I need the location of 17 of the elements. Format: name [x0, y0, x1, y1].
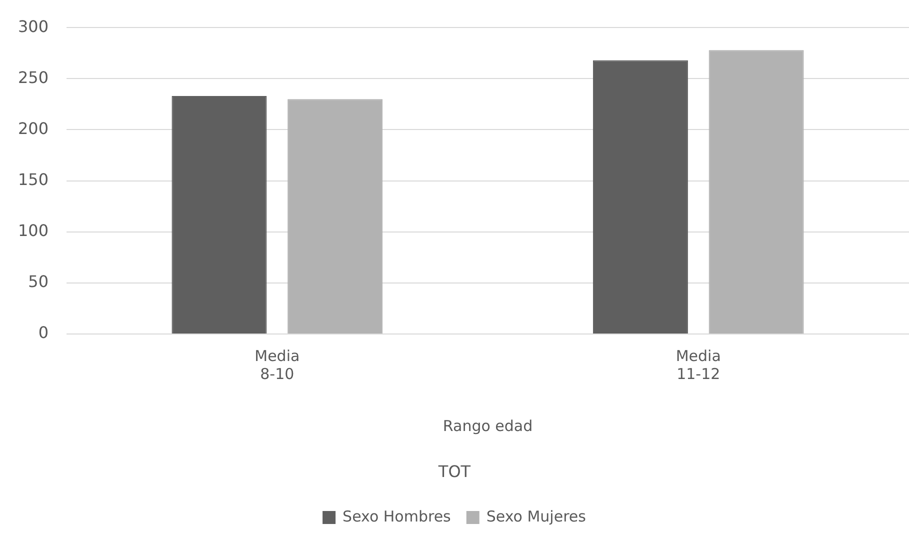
y-tick-label: 250 — [18, 68, 49, 87]
legend-label: Sexo Mujeres — [486, 507, 586, 526]
y-tick-label: 150 — [18, 170, 49, 189]
bar — [288, 99, 383, 334]
y-tick-label: 300 — [18, 16, 49, 36]
y-tick-label: 200 — [18, 118, 49, 138]
y-tick-label: 100 — [18, 221, 49, 240]
y-tick-label: 50 — [28, 272, 49, 292]
x-tick-label: Media 8-10 — [254, 346, 300, 383]
bar — [172, 96, 267, 334]
legend-label: Sexo Hombres — [342, 507, 452, 526]
bar — [592, 60, 688, 334]
text: TOT — [437, 462, 472, 481]
y-tick-label: 0 — [38, 323, 49, 342]
bar — [708, 50, 804, 334]
x-axis-title: Rango edad — [442, 416, 533, 435]
x-tick-label: Media 11-12 — [676, 346, 721, 383]
